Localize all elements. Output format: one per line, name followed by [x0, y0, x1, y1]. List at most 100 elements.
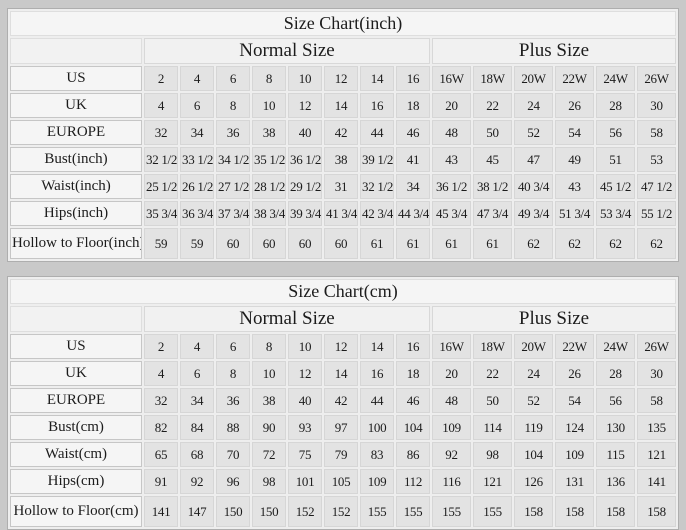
size-value: 109: [360, 469, 394, 494]
size-value: 22: [473, 361, 512, 386]
size-value: 45 3/4: [432, 201, 471, 226]
table-title-row: Size Chart(cm): [10, 279, 676, 304]
size-value: 54: [555, 120, 594, 145]
size-value: 40 3/4: [514, 174, 553, 199]
size-value: 40: [288, 388, 322, 413]
size-value: 150: [216, 496, 250, 527]
size-value: 112: [396, 469, 430, 494]
size-value: 38: [324, 147, 358, 172]
group-header-row: Normal Size Plus Size: [10, 306, 676, 332]
size-value: 70: [216, 442, 250, 467]
size-value: 38 1/2: [473, 174, 512, 199]
size-value: 88: [216, 415, 250, 440]
size-value: 60: [324, 228, 358, 259]
size-value: 36 1/2: [432, 174, 471, 199]
size-value: 41: [396, 147, 430, 172]
row-label: Bust(cm): [10, 415, 142, 440]
size-value: 35 1/2: [252, 147, 286, 172]
size-value: 20W: [514, 66, 553, 91]
size-value: 20: [432, 361, 471, 386]
table-row: UK 4 6 8 10 12 14 16 18 20 22 24 26 28 30: [10, 93, 676, 118]
table-row: Waist(inch) 25 1/2 26 1/2 27 1/2 28 1/2 29 1/…: [10, 174, 676, 199]
size-value: 50: [473, 388, 512, 413]
size-value: 28: [596, 93, 635, 118]
table-row: Bust(cm) 82 84 88 90 93 97 100 104 109 114 119 124 13…: [10, 415, 676, 440]
size-value: 38: [252, 120, 286, 145]
size-value: 62: [637, 228, 676, 259]
table-row: Bust(inch) 32 1/2 33 1/2 34 1/2 35 1/2 36 1/2…: [10, 147, 676, 172]
row-label: UK: [10, 361, 142, 386]
size-value: 8: [216, 93, 250, 118]
size-value: 38: [252, 388, 286, 413]
size-value: 109: [432, 415, 471, 440]
size-value: 116: [432, 469, 471, 494]
size-value: 147: [180, 496, 214, 527]
size-value: 34: [180, 388, 214, 413]
size-value: 20W: [514, 334, 553, 359]
size-value: 61: [432, 228, 471, 259]
table-title: Size Chart(cm): [10, 279, 676, 304]
size-value: 14: [324, 93, 358, 118]
row-label: US: [10, 334, 142, 359]
size-value: 32 1/2: [144, 147, 178, 172]
size-value: 98: [473, 442, 512, 467]
size-value: 34: [180, 120, 214, 145]
size-value: 16: [360, 93, 394, 118]
row-label: Hollow to Floor(cm): [10, 496, 142, 527]
size-value: 8: [252, 66, 286, 91]
size-value: 14: [360, 66, 394, 91]
size-value: 158: [514, 496, 553, 527]
size-value: 82: [144, 415, 178, 440]
size-value: 49 3/4: [514, 201, 553, 226]
size-value: 12: [288, 361, 322, 386]
size-value: 39 3/4: [288, 201, 322, 226]
size-value: 104: [514, 442, 553, 467]
size-value: 131: [555, 469, 594, 494]
row-label: Waist(cm): [10, 442, 142, 467]
size-value: 8: [252, 334, 286, 359]
size-value: 24: [514, 361, 553, 386]
size-value: 115: [596, 442, 635, 467]
size-value: 14: [324, 361, 358, 386]
size-value: 155: [360, 496, 394, 527]
size-group-header: Normal Size: [144, 38, 430, 64]
size-value: 65: [144, 442, 178, 467]
size-value: 51 3/4: [555, 201, 594, 226]
size-value: 24W: [596, 66, 635, 91]
size-value: 25 1/2: [144, 174, 178, 199]
size-value: 47 3/4: [473, 201, 512, 226]
size-value: 43: [432, 147, 471, 172]
size-value: 24: [514, 93, 553, 118]
row-label: EUROPE: [10, 388, 142, 413]
size-value: 42: [324, 120, 358, 145]
size-value: 55 1/2: [637, 201, 676, 226]
size-value: 16: [396, 66, 430, 91]
size-value: 6: [180, 93, 214, 118]
row-label: Waist(inch): [10, 174, 142, 199]
size-value: 50: [473, 120, 512, 145]
size-value: 121: [637, 442, 676, 467]
size-value: 29 1/2: [288, 174, 322, 199]
size-value: 45 1/2: [596, 174, 635, 199]
size-value: 16: [360, 361, 394, 386]
size-value: 14: [360, 334, 394, 359]
row-label: Bust(inch): [10, 147, 142, 172]
row-label: US: [10, 66, 142, 91]
size-value: 18: [396, 93, 430, 118]
size-value: 18W: [473, 334, 512, 359]
size-value: 68: [180, 442, 214, 467]
size-value: 47 1/2: [637, 174, 676, 199]
size-value: 126: [514, 469, 553, 494]
size-value: 20: [432, 93, 471, 118]
size-value: 60: [216, 228, 250, 259]
size-value: 12: [288, 93, 322, 118]
size-value: 48: [432, 120, 471, 145]
size-chart-cm-table: Size Chart(cm) Normal Size Plus Size US 2 4 6 8…: [7, 276, 679, 530]
size-value: 36: [216, 120, 250, 145]
size-value: 97: [324, 415, 358, 440]
size-value: 90: [252, 415, 286, 440]
size-value: 43: [555, 174, 594, 199]
size-value: 18W: [473, 66, 512, 91]
size-value: 6: [216, 334, 250, 359]
size-value: 52: [514, 388, 553, 413]
